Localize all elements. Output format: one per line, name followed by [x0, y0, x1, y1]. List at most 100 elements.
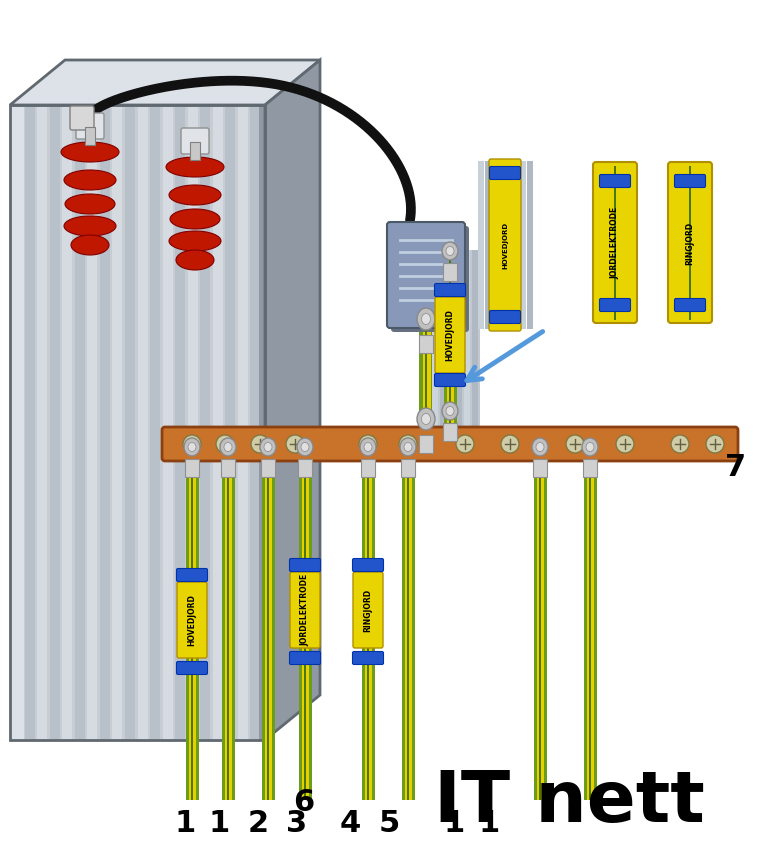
- Bar: [85, 127, 95, 145]
- Bar: [226, 105, 236, 740]
- Bar: [190, 142, 200, 160]
- Bar: [449, 255, 451, 425]
- Ellipse shape: [260, 438, 276, 456]
- Ellipse shape: [65, 194, 115, 214]
- Bar: [369, 455, 372, 800]
- Bar: [588, 455, 591, 800]
- Bar: [583, 459, 597, 477]
- Text: 6: 6: [293, 788, 315, 817]
- Ellipse shape: [421, 313, 430, 324]
- Bar: [419, 435, 433, 453]
- Ellipse shape: [301, 443, 309, 451]
- Bar: [440, 250, 446, 430]
- Bar: [584, 455, 597, 800]
- Bar: [472, 250, 478, 430]
- Bar: [304, 455, 306, 800]
- Bar: [192, 455, 196, 800]
- Bar: [478, 161, 484, 329]
- Bar: [229, 455, 233, 800]
- Polygon shape: [265, 60, 320, 740]
- Bar: [533, 459, 547, 477]
- Bar: [541, 455, 544, 800]
- FancyBboxPatch shape: [490, 166, 521, 179]
- Bar: [513, 161, 519, 329]
- Bar: [409, 455, 412, 800]
- FancyBboxPatch shape: [593, 162, 637, 323]
- Bar: [87, 105, 97, 740]
- Bar: [112, 105, 122, 740]
- Ellipse shape: [400, 438, 416, 456]
- Text: 4: 4: [340, 809, 361, 838]
- FancyBboxPatch shape: [353, 559, 383, 571]
- Bar: [49, 105, 60, 740]
- Bar: [691, 166, 695, 320]
- Bar: [450, 255, 454, 425]
- Text: HOVEDJORD: HOVEDJORD: [188, 594, 196, 646]
- Bar: [37, 105, 47, 740]
- FancyBboxPatch shape: [181, 128, 209, 154]
- Bar: [150, 105, 160, 740]
- Text: JORDELEKTRODE: JORDELEKTRODE: [611, 207, 620, 279]
- FancyBboxPatch shape: [435, 297, 465, 373]
- Ellipse shape: [224, 443, 232, 451]
- Bar: [366, 455, 369, 800]
- Text: HOVEDJORD: HOVEDJORD: [502, 221, 508, 269]
- Ellipse shape: [170, 209, 220, 229]
- FancyBboxPatch shape: [490, 311, 521, 323]
- Circle shape: [399, 435, 417, 453]
- Bar: [189, 455, 193, 800]
- FancyBboxPatch shape: [387, 222, 465, 328]
- Circle shape: [566, 435, 584, 453]
- Bar: [614, 166, 616, 320]
- Bar: [138, 105, 148, 740]
- Bar: [10, 105, 265, 740]
- Bar: [10, 105, 265, 740]
- Ellipse shape: [61, 142, 119, 162]
- Bar: [520, 161, 526, 329]
- Bar: [306, 455, 310, 800]
- Ellipse shape: [297, 438, 313, 456]
- Bar: [534, 455, 547, 800]
- Bar: [684, 166, 697, 320]
- Circle shape: [616, 435, 634, 453]
- Text: 7: 7: [725, 453, 746, 482]
- Text: RINGJORD: RINGJORD: [363, 589, 373, 631]
- FancyBboxPatch shape: [353, 651, 383, 664]
- Bar: [25, 105, 35, 740]
- Bar: [448, 250, 454, 430]
- Bar: [443, 423, 457, 441]
- Bar: [485, 161, 491, 329]
- Ellipse shape: [64, 216, 116, 236]
- Circle shape: [286, 435, 304, 453]
- Bar: [405, 455, 409, 800]
- Bar: [447, 255, 451, 425]
- Bar: [185, 459, 199, 477]
- FancyBboxPatch shape: [290, 572, 320, 648]
- Bar: [616, 166, 619, 320]
- Bar: [589, 455, 591, 800]
- Ellipse shape: [404, 443, 412, 451]
- Bar: [689, 166, 691, 320]
- Bar: [402, 455, 415, 800]
- FancyBboxPatch shape: [600, 299, 631, 311]
- Ellipse shape: [417, 408, 435, 430]
- Ellipse shape: [188, 443, 196, 451]
- Text: JORDELEKTRODE: JORDELEKTRODE: [300, 574, 310, 646]
- Circle shape: [216, 435, 234, 453]
- Bar: [419, 335, 433, 353]
- Bar: [267, 455, 269, 800]
- Circle shape: [251, 435, 269, 453]
- Bar: [537, 455, 541, 800]
- FancyBboxPatch shape: [176, 662, 207, 674]
- Bar: [261, 459, 275, 477]
- Bar: [361, 459, 375, 477]
- Bar: [425, 325, 427, 430]
- Text: 3: 3: [286, 809, 307, 838]
- Bar: [443, 263, 457, 281]
- Bar: [100, 105, 110, 740]
- FancyBboxPatch shape: [391, 226, 469, 332]
- Ellipse shape: [264, 443, 272, 451]
- Bar: [238, 105, 248, 740]
- Ellipse shape: [169, 231, 221, 251]
- Bar: [506, 161, 512, 329]
